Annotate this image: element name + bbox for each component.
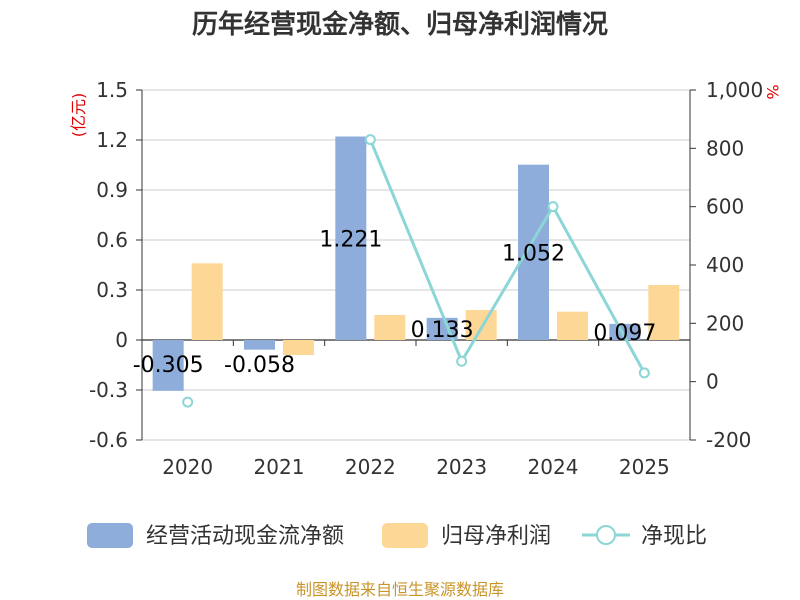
legend-label-ratio: 净现比 — [641, 524, 707, 549]
net-profit-bar — [191, 263, 223, 340]
left-tick-label: 0.9 — [96, 178, 128, 202]
ratio-line-segment — [368, 139, 646, 374]
left-tick-label: 1.2 — [96, 128, 128, 152]
ratio-point — [638, 367, 650, 379]
net-profit-bar — [557, 311, 588, 340]
cash-flow-value-label: -0.305 — [133, 353, 204, 378]
cash-flow-value-label: 1.221 — [319, 227, 382, 252]
ratio-point — [182, 396, 194, 408]
net-profit-bar — [648, 285, 680, 340]
left-axis-unit: (亿元) — [69, 93, 88, 138]
legend-swatch-cash-flow — [87, 523, 133, 548]
net-profit-bar — [465, 310, 497, 340]
right-tick-label: 400 — [706, 253, 744, 277]
ratio-point — [456, 355, 468, 367]
x-tick-label: 2024 — [528, 455, 579, 479]
ratio-line — [182, 134, 650, 408]
x-tick-label: 2021 — [254, 455, 305, 479]
left-tick-label: -0.3 — [89, 378, 128, 402]
legend-swatch-net-profit — [382, 523, 428, 548]
legend-marker-ratio — [596, 525, 616, 545]
cash-flow-bar — [335, 136, 367, 340]
right-tick-label: 200 — [706, 311, 744, 335]
axes: 1.5 1.2 0.9 0.6 0.3 0 -0.3 -0.6 1,000 800 600 400 20… — [89, 78, 763, 479]
left-tick-label: -0.6 — [89, 428, 128, 452]
legend: 经营活动现金流净额 归母净利润 净现比 — [87, 523, 707, 549]
ratio-point — [547, 201, 559, 213]
net-profit-bar — [283, 340, 314, 355]
x-tick-label: 2022 — [345, 455, 396, 479]
bars — [152, 136, 680, 391]
chart-title: 历年经营现金净额、归母净利润情况 — [192, 9, 608, 40]
source-note: 制图数据来自恒生聚源数据库 — [296, 580, 504, 599]
cash-flow-value-label: -0.058 — [224, 353, 295, 378]
right-tick-label: 600 — [706, 195, 744, 219]
cash-flow-value-label: 1.052 — [502, 241, 565, 266]
left-tick-label: 1.5 — [96, 78, 128, 102]
ratio-point — [364, 134, 376, 146]
gridlines — [142, 89, 690, 441]
cash-flow-value-label: 0.133 — [411, 318, 474, 343]
cash-flow-bar — [152, 340, 184, 391]
x-tick-label: 2020 — [162, 455, 213, 479]
right-axis-unit: % — [763, 84, 782, 99]
right-tick-label: 800 — [706, 136, 744, 160]
legend-label-cash-flow: 经营活动现金流净额 — [146, 524, 344, 549]
cash-flow-bar — [609, 323, 641, 340]
net-profit-bar — [374, 315, 406, 340]
left-tick-label: 0.3 — [96, 278, 128, 302]
cash-flow-value-label: 0.097 — [593, 321, 656, 346]
x-tick-label: 2023 — [436, 455, 487, 479]
x-tick-label: 2025 — [619, 455, 670, 479]
right-tick-label: -200 — [706, 428, 751, 452]
cash-flow-bar — [518, 164, 549, 340]
data-labels: -0.305 -0.058 1.221 0.133 1.052 0.097 — [133, 227, 657, 378]
legend-label-net-profit: 归母净利润 — [441, 524, 551, 549]
left-tick-label: 0.6 — [96, 228, 128, 252]
left-tick-label: 0 — [115, 328, 128, 352]
right-tick-label: 1,000 — [706, 78, 763, 102]
cash-flow-bar — [244, 340, 275, 350]
right-tick-label: 0 — [706, 370, 719, 394]
